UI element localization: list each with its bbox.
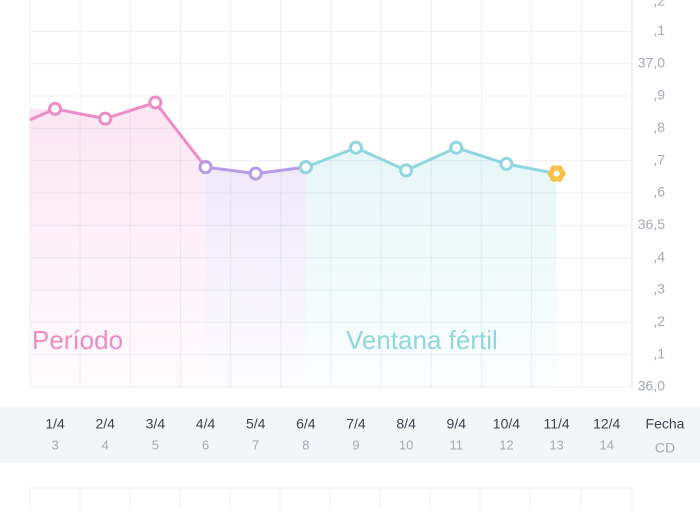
line (305, 146, 557, 176)
y-tick-label: 36,5 (638, 216, 665, 232)
area (205, 167, 306, 387)
next-chart-grid (29, 487, 633, 510)
cd-tick-label: 14 (599, 437, 613, 452)
x-axis-label: Fecha (646, 416, 685, 432)
y-tick-label: ,4 (653, 248, 665, 264)
cd-tick-label: 6 (202, 437, 209, 452)
cd-tick-label: 7 (252, 437, 259, 452)
y-tick-label: 37,0 (638, 54, 665, 70)
y-tick-label: ,2 (653, 0, 665, 9)
cd-tick-label: 11 (450, 437, 464, 452)
ovulation-marker (547, 165, 566, 182)
point (348, 140, 363, 155)
y-tick-label: ,3 (653, 281, 665, 297)
y-tick-label: ,1 (653, 345, 665, 361)
x-tick-label: 4/4 (196, 416, 216, 432)
cd-tick-label: 13 (549, 437, 563, 452)
y-tick-label: ,8 (653, 119, 665, 135)
phase-label: Período (32, 325, 123, 355)
flower-center (553, 170, 560, 177)
x-tick-label: 12/4 (593, 416, 620, 432)
x-tick-label: 8/4 (396, 416, 416, 432)
x-tick-label: 7/4 (346, 416, 366, 432)
x-tick-label: 2/4 (95, 416, 115, 432)
x-tick-label: 6/4 (296, 416, 316, 432)
x-tick-label: 1/4 (45, 416, 65, 432)
x-tick-label: 3/4 (146, 416, 166, 432)
phase-label: Ventana fértil (346, 325, 498, 355)
cd-tick-label: 9 (352, 437, 359, 452)
y-tick-label: ,2 (653, 313, 665, 329)
point (148, 95, 163, 110)
cd-tick-label: 8 (302, 437, 309, 452)
x-tick-label: 10/4 (493, 416, 520, 432)
y-tick-label: ,6 (653, 184, 665, 200)
point (48, 101, 63, 116)
point (499, 156, 514, 171)
x-axis-band (0, 407, 700, 463)
point (449, 140, 464, 155)
area (305, 147, 557, 387)
y-tick-label: ,7 (653, 151, 665, 167)
y-tick-label: ,1 (653, 22, 665, 38)
point (248, 166, 263, 181)
point (198, 160, 213, 175)
point (98, 111, 113, 126)
y-tick-label: ,9 (653, 87, 665, 103)
x-tick-label: 5/4 (246, 416, 266, 432)
point (298, 160, 313, 175)
x-tick-label: 9/4 (447, 416, 467, 432)
y-tick-label: 36,0 (638, 378, 665, 394)
cd-tick-label: 10 (399, 437, 413, 452)
cd-tick-label: 12 (499, 437, 513, 452)
cd-axis-label: CD (655, 440, 675, 456)
cd-tick-label: 5 (152, 437, 159, 452)
point (399, 163, 414, 178)
cd-tick-label: 4 (102, 437, 109, 452)
area (30, 102, 206, 387)
cd-tick-label: 3 (51, 437, 58, 452)
x-tick-label: 11/4 (543, 416, 569, 432)
